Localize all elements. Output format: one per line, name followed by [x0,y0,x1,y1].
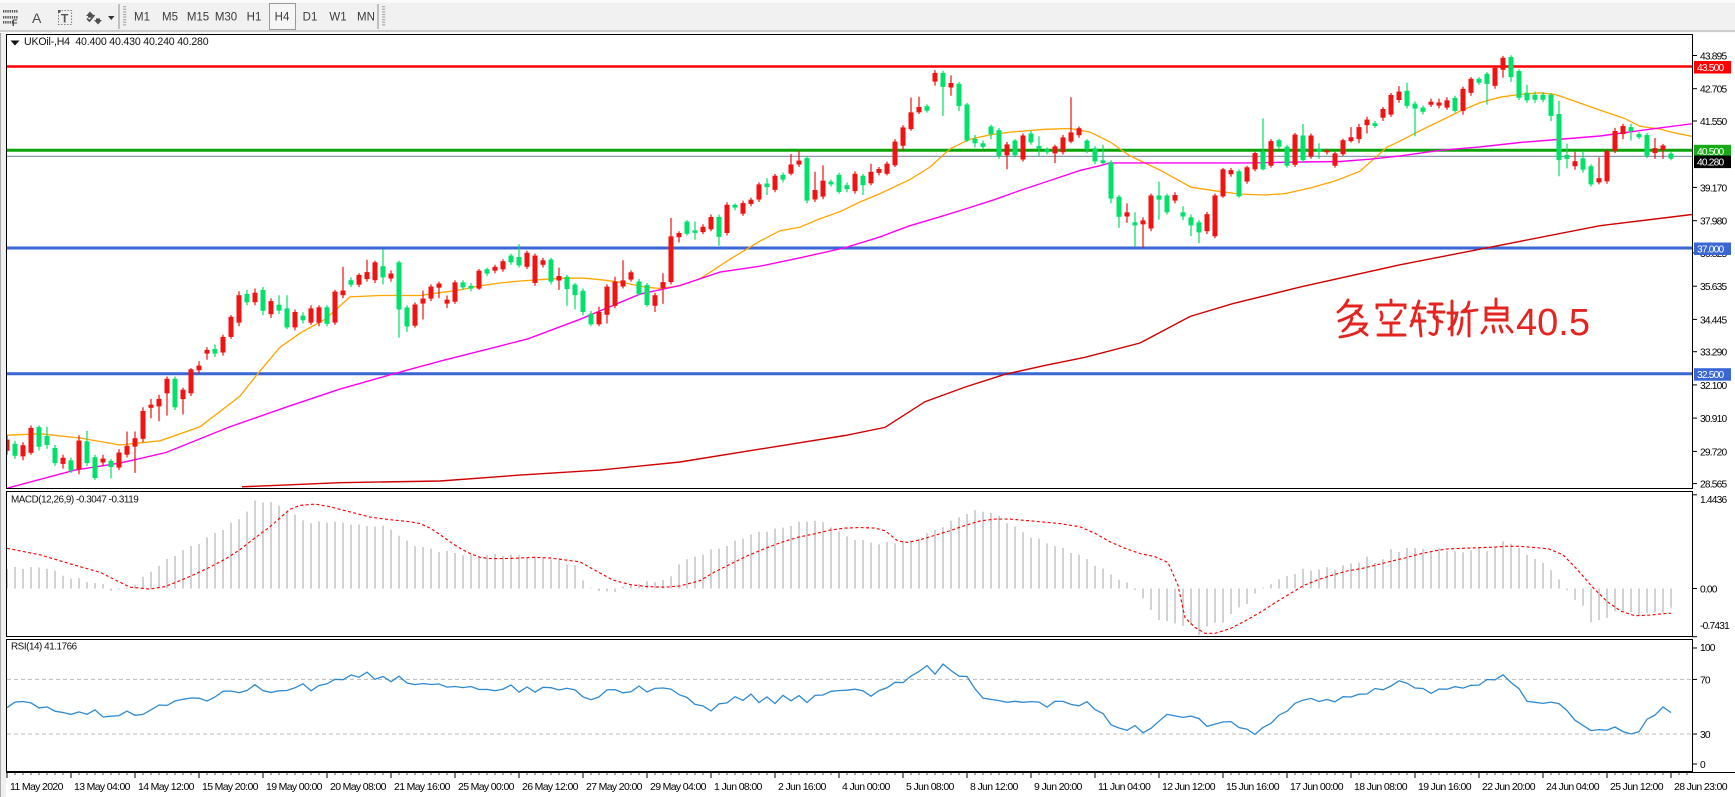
svg-text:4 Jun 00:00: 4 Jun 00:00 [842,781,891,793]
svg-text:37.980: 37.980 [1700,217,1727,228]
svg-text:UKOil-,H4 40.400 40.430 40.24: UKOil-,H4 40.400 40.430 40.240 40.280 [24,36,209,48]
svg-text:27 May 20:00: 27 May 20:00 [586,781,643,793]
svg-text:1 Jun 08:00: 1 Jun 08:00 [714,781,763,793]
svg-text:28.565: 28.565 [1700,480,1727,491]
svg-text:30.910: 30.910 [1700,414,1727,425]
svg-text:24 Jun 04:00: 24 Jun 04:00 [1546,781,1600,793]
svg-text:11 May 2020: 11 May 2020 [10,781,64,793]
svg-text:MACD(12,26,9) -0.3047 -0.3119: MACD(12,26,9) -0.3047 -0.3119 [11,495,139,506]
svg-text:11 Jun 04:00: 11 Jun 04:00 [1098,781,1151,793]
svg-text:W1: W1 [329,12,346,24]
svg-text:37.000: 37.000 [1697,245,1724,256]
svg-text:0: 0 [1700,760,1706,771]
svg-text:35.635: 35.635 [1700,282,1727,293]
svg-text:M5: M5 [162,12,178,24]
svg-text:A: A [32,10,42,26]
svg-text:32.500: 32.500 [1697,370,1724,381]
svg-text:40.280: 40.280 [1697,158,1724,169]
svg-text:40.5: 40.5 [1516,302,1590,344]
svg-text:5 Jun 08:00: 5 Jun 08:00 [906,781,955,793]
svg-text:43.500: 43.500 [1697,63,1724,74]
svg-text:41.550: 41.550 [1700,117,1727,128]
svg-text:39.170: 39.170 [1700,183,1727,194]
svg-text:29.720: 29.720 [1700,447,1727,458]
svg-text:T: T [61,12,69,26]
svg-text:25 May 00:00: 25 May 00:00 [458,781,515,793]
svg-text:M1: M1 [134,12,150,24]
svg-text:19 Jun 16:00: 19 Jun 16:00 [1418,781,1472,793]
svg-text:20 May 08:00: 20 May 08:00 [330,781,387,793]
svg-text:21 May 16:00: 21 May 16:00 [394,781,451,793]
svg-text:40.500: 40.500 [1697,147,1724,158]
svg-text:29 May 04:00: 29 May 04:00 [650,781,707,793]
svg-text:2 Jun 16:00: 2 Jun 16:00 [778,781,827,793]
svg-text:70: 70 [1700,675,1711,686]
svg-text:M30: M30 [215,12,237,24]
svg-text:M15: M15 [187,12,209,24]
svg-text:H4: H4 [275,12,290,24]
svg-text:26 May 12:00: 26 May 12:00 [522,781,579,793]
svg-text:D1: D1 [303,12,318,24]
svg-text:MN: MN [357,12,375,24]
svg-text:15 Jun 16:00: 15 Jun 16:00 [1226,781,1280,793]
svg-text:100: 100 [1700,643,1716,654]
svg-text:18 Jun 08:00: 18 Jun 08:00 [1354,781,1408,793]
svg-text:9 Jun 20:00: 9 Jun 20:00 [1034,781,1083,793]
svg-text:30: 30 [1700,730,1711,741]
svg-text:34.445: 34.445 [1700,315,1727,326]
svg-text:17 Jun 00:00: 17 Jun 00:00 [1290,781,1344,793]
svg-text:43.895: 43.895 [1700,52,1727,63]
svg-text:32.100: 32.100 [1700,381,1727,392]
svg-text:F: F [12,18,18,28]
svg-text:25 Jun 12:00: 25 Jun 12:00 [1610,781,1664,793]
svg-text:12 Jun 12:00: 12 Jun 12:00 [1162,781,1216,793]
svg-text:14 May 12:00: 14 May 12:00 [138,781,195,793]
svg-text:RSI(14) 41.1766: RSI(14) 41.1766 [11,642,78,653]
svg-text:-0.7431: -0.7431 [1700,621,1730,632]
svg-text:8 Jun 12:00: 8 Jun 12:00 [970,781,1019,793]
svg-text:33.290: 33.290 [1700,348,1727,359]
svg-text:28 Jun 23:00: 28 Jun 23:00 [1674,781,1728,793]
svg-text:42.705: 42.705 [1700,85,1727,96]
svg-text:13 May 04:00: 13 May 04:00 [74,781,131,793]
svg-text:1.4436: 1.4436 [1700,495,1727,506]
svg-text:H1: H1 [247,12,262,24]
svg-text:0.00: 0.00 [1700,585,1718,596]
svg-text:15 May 20:00: 15 May 20:00 [202,781,259,793]
svg-text:22 Jun 20:00: 22 Jun 20:00 [1482,781,1536,793]
svg-text:19 May 00:00: 19 May 00:00 [266,781,323,793]
